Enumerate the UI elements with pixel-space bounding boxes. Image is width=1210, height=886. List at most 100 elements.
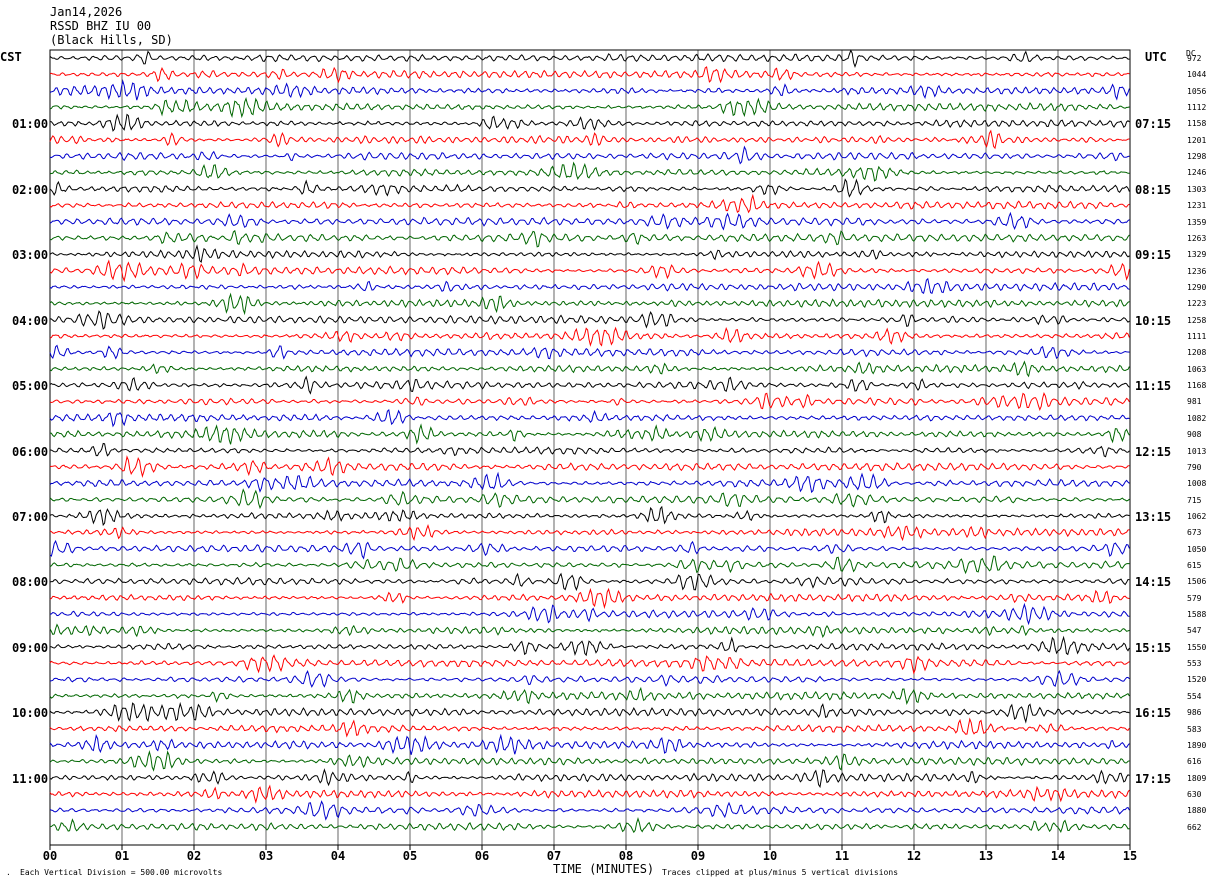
dc-offset-value: 579: [1187, 593, 1202, 603]
dc-offset-value: 1111: [1187, 332, 1207, 342]
x-tick-label: 06: [475, 849, 489, 863]
seismic-trace: [49, 344, 1130, 360]
dc-offset-value: 908: [1187, 430, 1202, 440]
seismic-trace: [49, 66, 1130, 84]
dc-offset-value: 1013: [1187, 446, 1207, 456]
utc-hour-label: 07:15: [1135, 117, 1172, 132]
dc-offset-value: 1520: [1187, 675, 1207, 685]
dc-offset-value: 981: [1187, 397, 1202, 407]
seismic-trace: [49, 555, 1130, 575]
dc-offset-value: 662: [1187, 822, 1202, 832]
station-code: RSSD BHZ IU 00: [50, 19, 152, 33]
dc-offset-value: 1223: [1187, 299, 1207, 309]
utc-hour-label: 17:15: [1135, 771, 1172, 786]
seismic-trace: [49, 178, 1130, 198]
cst-hour-label: 01:00: [12, 117, 49, 132]
cst-hour-label: 04:00: [12, 313, 49, 328]
x-tick-label: 10: [763, 849, 777, 863]
dc-offset-value: 673: [1187, 528, 1202, 538]
dc-offset-value: 1303: [1187, 184, 1207, 194]
utc-hour-label: 16:15: [1135, 706, 1172, 721]
x-tick-label: 05: [403, 849, 417, 863]
seismic-trace: [49, 784, 1130, 804]
seismic-trace: [49, 654, 1130, 675]
plot-frame: [49, 49, 1131, 846]
utc-hour-label: 09:15: [1135, 248, 1172, 263]
x-tick-label: 01: [115, 849, 129, 863]
dc-offset-value: 1044: [1187, 70, 1207, 80]
seismic-trace: [49, 310, 1130, 330]
dc-offset-value: 583: [1187, 724, 1202, 734]
x-tick-label: 14: [1051, 849, 1065, 863]
dc-offset-value: 1246: [1187, 168, 1207, 178]
dc-offset-value: 1158: [1187, 119, 1207, 129]
seismic-trace: [49, 96, 1130, 119]
seismic-trace: [49, 113, 1130, 132]
dc-offset-value: 1506: [1187, 577, 1207, 587]
dc-offset-value: 1329: [1187, 250, 1207, 260]
x-tick-label: 12: [907, 849, 921, 863]
utc-hour-label: 10:15: [1135, 313, 1172, 328]
seismic-trace: [49, 669, 1130, 688]
dc-offset-value: 1290: [1187, 282, 1207, 292]
seismic-trace: [49, 409, 1130, 428]
seismic-trace: [49, 375, 1130, 395]
dc-offset-value: 1880: [1187, 806, 1207, 816]
seismic-trace: [49, 145, 1130, 165]
x-tick-label: 11: [835, 849, 849, 863]
seismic-trace: [49, 686, 1130, 705]
cst-hour-label: 08:00: [12, 575, 49, 590]
dc-offset-value: 715: [1187, 495, 1202, 505]
seismic-trace: [49, 701, 1130, 724]
plot-date: Jan14,2026: [50, 5, 123, 19]
seismic-trace: [49, 423, 1130, 445]
cst-hour-label: 02:00: [12, 182, 49, 197]
footer-marker: .: [6, 868, 11, 877]
seismic-trace: [49, 360, 1130, 378]
dc-offset-value: 1062: [1187, 511, 1207, 521]
seismic-trace: [49, 750, 1130, 772]
dc-offset-value: 1168: [1187, 381, 1207, 391]
dc-offset-value: 1050: [1187, 544, 1207, 554]
seismic-trace: [49, 129, 1130, 150]
seismic-trace: [49, 800, 1130, 821]
dc-offset-value: 1056: [1187, 86, 1207, 96]
dc-offset-value: 1112: [1187, 103, 1207, 113]
seismic-trace: [49, 488, 1130, 510]
seismic-trace: [50, 635, 1130, 657]
dc-label: DC: [1186, 49, 1196, 58]
dc-offset-value: 547: [1187, 626, 1202, 636]
seismic-trace: [49, 79, 1130, 101]
seismic-trace: [49, 277, 1130, 295]
x-tick-label: 09: [691, 849, 705, 863]
dc-offset-value: 1258: [1187, 315, 1207, 325]
seismic-trace: [49, 326, 1130, 347]
seismic-trace: [49, 768, 1130, 789]
cst-hour-label: 07:00: [12, 509, 49, 524]
seismic-trace: [49, 161, 1130, 182]
division-note: Each Vertical Division = 500.00 microvol…: [20, 868, 223, 877]
dc-offset-value: 1263: [1187, 233, 1207, 243]
seismic-trace: [49, 211, 1130, 231]
dc-offset-value: 1208: [1187, 348, 1207, 358]
utc-label: UTC: [1145, 50, 1167, 64]
seismic-trace: [49, 539, 1130, 560]
cst-hour-label: 10:00: [12, 706, 49, 721]
x-tick-label: 04: [331, 849, 345, 863]
seismic-trace: [49, 229, 1130, 248]
dc-offset-value: 1550: [1187, 642, 1207, 652]
x-tick-label: 07: [547, 849, 561, 863]
x-tick-label: 03: [259, 849, 273, 863]
seismic-trace: [49, 817, 1130, 834]
seismic-trace: [49, 717, 1130, 738]
dc-offset-value: 630: [1187, 789, 1202, 799]
seismic-trace: [49, 505, 1130, 527]
dc-offset-value: 1008: [1187, 479, 1207, 489]
cst-hour-label: 11:00: [12, 771, 49, 786]
seismic-trace: [49, 587, 1130, 610]
x-tick-label: 13: [979, 849, 993, 863]
utc-hour-label: 14:15: [1135, 575, 1172, 590]
utc-hour-label: 12:15: [1135, 444, 1172, 459]
dc-offset-value: 790: [1187, 462, 1202, 472]
